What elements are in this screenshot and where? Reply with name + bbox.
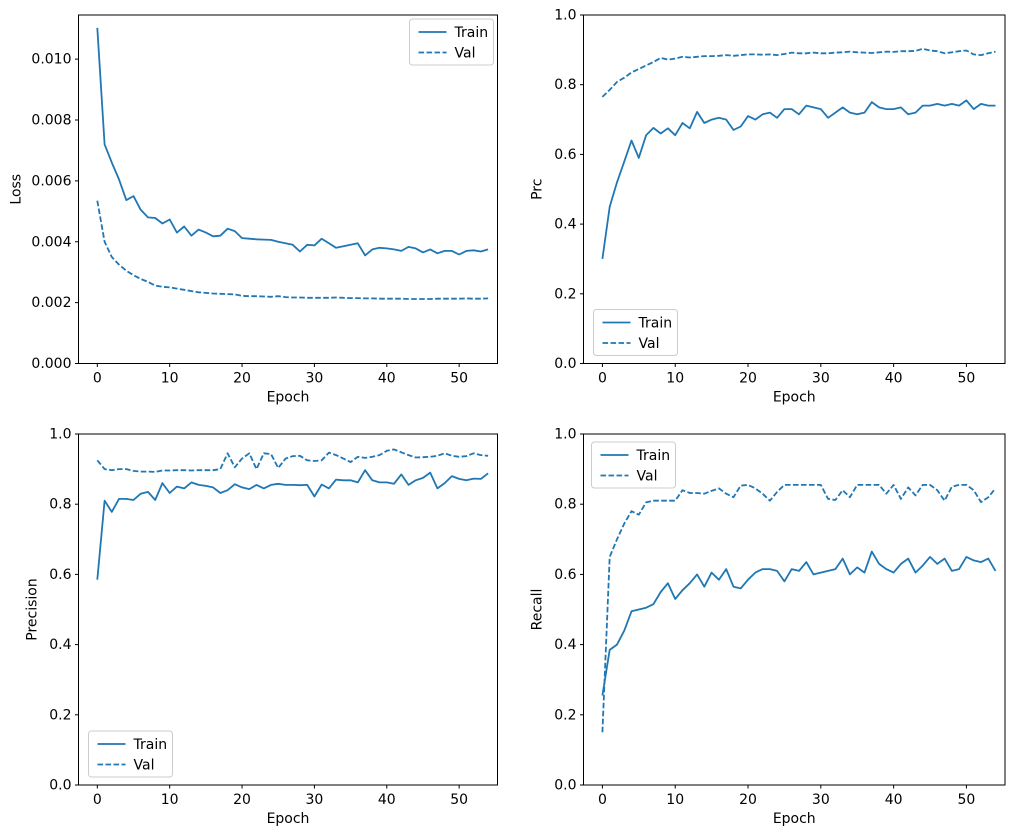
subplot-top-left: 0 10 20 30 40 50 0.000 0.002 0.004 0.006 0.008 0.01…	[9, 14, 498, 406]
y-tick-label: 0.004	[31, 234, 71, 250]
x-axis-label: Epoch	[773, 390, 816, 406]
x-axis-label: Epoch	[773, 811, 816, 827]
x-tick-label: 0	[93, 371, 102, 387]
x-tick-label: 30	[305, 792, 323, 808]
legend: Train Val	[593, 309, 678, 356]
train-line	[601, 550, 997, 696]
legend-train-label: Train	[454, 25, 489, 41]
x-tick-label: 10	[161, 792, 179, 808]
x-tick-label: 20	[233, 371, 251, 387]
x-tick-label: 0	[598, 371, 607, 387]
subplot-bottom-right: 0 10 20 30 40 50 0.0 0.2 0.4 0.6 0.8 1.0 Epoch Recall…	[530, 427, 1006, 827]
y-axis-label: Recall	[530, 589, 546, 631]
y-tick-label: 0.8	[554, 77, 576, 93]
val-line	[96, 200, 489, 300]
y-tick-label: 0.2	[554, 286, 576, 302]
x-tick-label: 50	[958, 792, 976, 808]
x-tick-label: 0	[93, 792, 102, 808]
subplot-bottom-left: 0 10 20 30 40 50 0.0 0.2 0.4 0.6 0.8 1.0 Epoch Precis…	[25, 427, 498, 827]
x-tick-label: 20	[739, 792, 757, 808]
legend-train-label: Train	[636, 448, 671, 464]
y-tick-label: 0.4	[49, 637, 71, 653]
x-tick-label: 30	[305, 371, 323, 387]
y-tick-label: 0.8	[49, 497, 71, 513]
legend-train-label: Train	[133, 737, 168, 753]
x-tick-label: 30	[812, 792, 830, 808]
legend-val-label: Val	[637, 469, 658, 485]
val-line	[601, 483, 997, 733]
x-tick-label: 50	[450, 792, 468, 808]
x-tick-label: 40	[885, 371, 903, 387]
legend-val-label: Val	[134, 758, 155, 774]
x-tick-label: 20	[739, 371, 757, 387]
legend-box	[591, 441, 676, 489]
y-tick-label: 1.0	[554, 8, 576, 24]
legend-box	[593, 309, 678, 356]
y-tick-label: 0.8	[554, 497, 576, 513]
x-tick-label: 50	[958, 371, 976, 387]
x-tick-label: 40	[378, 792, 396, 808]
y-tick-label: 0.0	[49, 778, 71, 794]
plot-area	[78, 14, 498, 364]
x-tick-label: 40	[885, 792, 903, 808]
legend-val-label: Val	[455, 46, 476, 62]
legend-train-label: Train	[638, 316, 673, 332]
y-tick-label: 0.6	[554, 567, 576, 583]
y-tick-label: 0.002	[31, 295, 71, 311]
y-tick-label: 0.6	[49, 567, 71, 583]
x-tick-label: 10	[666, 792, 684, 808]
x-axis-label: Epoch	[267, 390, 310, 406]
x-tick-label: 50	[450, 371, 468, 387]
x-tick-label: 10	[161, 371, 179, 387]
x-tick-label: 0	[598, 792, 607, 808]
y-tick-label: 0.006	[31, 173, 71, 189]
y-tick-label: 0.0	[554, 778, 576, 794]
y-tick-label: 0.4	[554, 637, 576, 653]
legend: Train Val	[88, 730, 173, 778]
plot-area	[583, 14, 1006, 364]
subplot-top-right: 0 10 20 30 40 50 0.0 0.2 0.4 0.6 0.8 1.0 Epoch Prc Tra…	[530, 8, 1006, 406]
legend: Train Val	[409, 18, 494, 66]
x-tick-label: 20	[233, 792, 251, 808]
train-line	[601, 99, 996, 260]
legend-box	[409, 18, 494, 66]
y-tick-label: 0.0	[554, 356, 576, 372]
val-line	[601, 47, 996, 98]
val-line	[96, 448, 489, 473]
y-tick-label: 0.6	[554, 147, 576, 163]
y-tick-label: 0.008	[31, 113, 71, 129]
y-axis-label: Loss	[9, 174, 25, 205]
train-line	[96, 27, 489, 257]
x-tick-label: 40	[378, 371, 396, 387]
y-axis-label: Prc	[530, 179, 546, 200]
y-tick-label: 0.000	[31, 356, 71, 372]
legend-box	[88, 730, 173, 778]
y-tick-label: 0.2	[49, 707, 71, 723]
plot-area	[78, 433, 498, 786]
y-tick-label: 0.010	[31, 52, 71, 68]
plot-area	[583, 433, 1006, 786]
train-line	[96, 469, 489, 580]
y-tick-label: 0.2	[554, 707, 576, 723]
y-tick-label: 0.4	[554, 217, 576, 233]
x-tick-label: 10	[666, 371, 684, 387]
y-tick-label: 1.0	[49, 427, 71, 443]
legend-val-label: Val	[639, 336, 660, 352]
y-tick-label: 1.0	[554, 427, 576, 443]
legend: Train Val	[591, 441, 676, 489]
y-axis-label: Precision	[25, 578, 41, 640]
x-axis-label: Epoch	[267, 811, 310, 827]
x-tick-label: 30	[812, 371, 830, 387]
